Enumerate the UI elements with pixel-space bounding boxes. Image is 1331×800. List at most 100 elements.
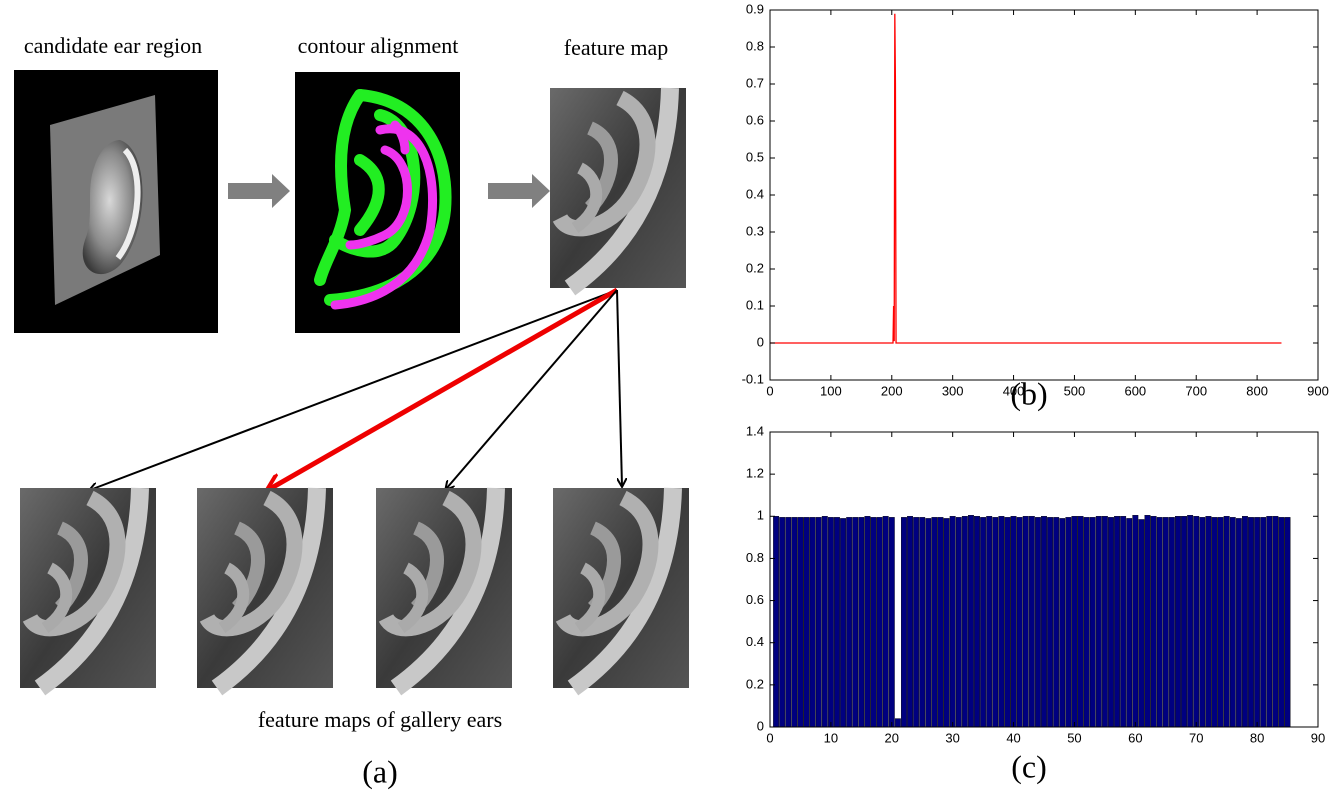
x-tick-label: 100: [820, 383, 842, 398]
bar: [1047, 517, 1054, 728]
bar: [1120, 516, 1127, 728]
bar: [1260, 517, 1267, 728]
gallery-image: [20, 488, 156, 688]
bar: [901, 517, 907, 728]
bar: [1041, 516, 1047, 728]
bar: [1272, 516, 1279, 728]
data-line: [770, 13, 1282, 344]
arrow: [90, 289, 618, 490]
y-tick-label: 0.8: [746, 38, 764, 53]
feature-image: [550, 88, 686, 288]
x-tick-label: 800: [1246, 383, 1268, 398]
bar: [1284, 517, 1291, 728]
bar: [937, 517, 944, 728]
bar: [864, 516, 871, 728]
bar: [1217, 517, 1224, 728]
bar: [1241, 516, 1248, 728]
x-tick-label: 600: [1124, 383, 1146, 398]
bar: [1187, 515, 1194, 728]
bar: [1132, 515, 1139, 728]
y-tick-label: 0.8: [746, 550, 764, 565]
bar: [1004, 517, 1011, 728]
bar: [943, 518, 950, 728]
bar: [1083, 517, 1090, 728]
y-tick-label: 0: [757, 718, 764, 733]
bar: [773, 516, 780, 728]
contour-image: [295, 72, 460, 333]
bar: [1022, 516, 1029, 728]
y-tick-label: -0.1: [742, 371, 764, 386]
x-tick-label: 300: [942, 383, 964, 398]
bar: [834, 517, 840, 728]
bar: [974, 516, 980, 728]
bar: [870, 517, 877, 728]
bar: [1108, 517, 1114, 728]
panel-caption: (c): [1011, 748, 1047, 784]
bar: [791, 517, 798, 728]
gallery-image: [553, 488, 689, 688]
bar: [888, 517, 895, 728]
bar: [1266, 516, 1273, 728]
bar: [1101, 516, 1108, 728]
bar: [1028, 516, 1035, 728]
bar: [955, 517, 962, 728]
bar: [1248, 517, 1254, 728]
bar: [1181, 516, 1187, 728]
bar: [1235, 518, 1242, 728]
bar: [992, 517, 999, 728]
bar: [1150, 516, 1157, 728]
bar: [931, 517, 938, 728]
y-tick-label: 1.2: [746, 466, 764, 481]
bar: [858, 517, 865, 728]
bar: [894, 718, 901, 728]
x-tick-label: 50: [1067, 730, 1081, 745]
bar: [961, 516, 968, 728]
y-tick-label: 1.4: [746, 423, 764, 438]
y-tick-label: 0.6: [746, 592, 764, 607]
bar: [1089, 517, 1096, 728]
y-tick-label: 0.1: [746, 297, 764, 312]
bar: [840, 518, 847, 728]
x-tick-label: 200: [881, 383, 903, 398]
y-tick-label: 0.3: [746, 223, 764, 238]
bar: [797, 517, 804, 728]
bar: [1156, 517, 1163, 728]
bar: [846, 517, 853, 728]
bar: [1114, 516, 1121, 728]
bar: [1016, 517, 1023, 728]
bar: [925, 518, 932, 728]
bar: [1193, 516, 1200, 728]
bar: [1162, 517, 1169, 728]
y-tick-label: 0.2: [746, 260, 764, 275]
bar: [1223, 516, 1230, 728]
bar: [1077, 516, 1084, 728]
arrow: [446, 289, 618, 489]
bar: [1065, 517, 1072, 728]
bar: [1144, 515, 1151, 728]
bar: [980, 517, 987, 728]
bar: [1229, 517, 1236, 728]
x-tick-label: 30: [945, 730, 959, 745]
x-tick-label: 0: [766, 383, 773, 398]
bar: [949, 516, 956, 728]
y-tick-label: 1: [757, 508, 764, 523]
bar: [1010, 516, 1017, 728]
bar: [1278, 517, 1285, 728]
bar: [967, 515, 974, 728]
x-tick-label: 70: [1189, 730, 1203, 745]
bar: [1211, 517, 1218, 728]
candidate-image: [14, 70, 218, 333]
bar: [986, 516, 993, 728]
bar: [821, 516, 828, 728]
arrow: [616, 289, 622, 486]
x-tick-label: 80: [1250, 730, 1264, 745]
bar: [1126, 518, 1133, 728]
panel-caption: (a): [362, 753, 398, 789]
bar: [1071, 516, 1078, 728]
candidate-label: candidate ear region: [24, 33, 202, 58]
feature-label: feature map: [564, 35, 668, 60]
x-tick-label: 60: [1128, 730, 1142, 745]
bar: [882, 516, 889, 728]
plot-frame: [769, 431, 1319, 728]
